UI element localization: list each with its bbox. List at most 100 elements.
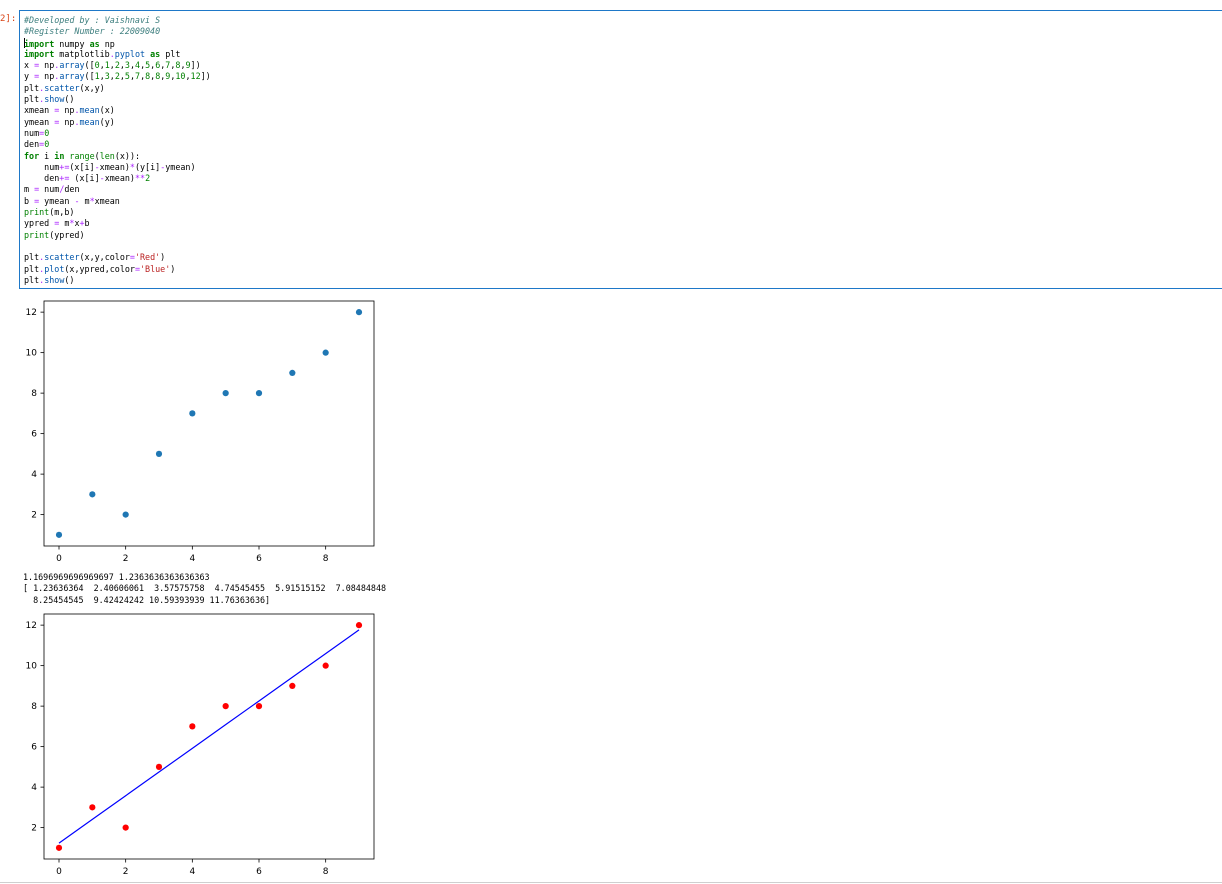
x-tick-label: 8: [323, 554, 329, 564]
code-line: plt.show(): [24, 94, 211, 105]
code-line: ypred = m*x+b: [24, 218, 211, 229]
code-token: 0: [44, 127, 50, 138]
code-token: .: [39, 274, 45, 285]
print-output: 1.1696969696969697 1.2363636363636363 [ …: [23, 572, 387, 605]
code-token: =: [34, 184, 40, 195]
code-token: matplotlib: [54, 48, 110, 59]
x-tick-label: 2: [123, 867, 129, 877]
code-token: ,: [180, 60, 186, 71]
code-token: .: [54, 71, 60, 82]
code-line: #Register Number : 22009040: [24, 26, 211, 37]
code-token: ,: [119, 71, 125, 82]
data-point: [189, 410, 196, 417]
code-token: import: [24, 48, 55, 59]
code-token: =: [39, 139, 45, 150]
x-tick-label: 2: [123, 554, 129, 564]
code-line: num+=(x[i]-xmean)*(y[i]-ymean): [24, 162, 211, 173]
code-token: ,: [119, 60, 125, 71]
code-token: =: [34, 71, 40, 82]
code-editor[interactable]: #Developed by : Vaishnavi S #Register Num…: [24, 15, 211, 286]
code-token: 2: [114, 71, 120, 82]
code-token: numpy: [54, 38, 90, 49]
code-token: ,: [150, 60, 156, 71]
code-token: ,: [140, 60, 146, 71]
regression-line: [58, 629, 360, 844]
plot-frame: [43, 300, 375, 547]
code-token: array: [59, 60, 85, 71]
code-token: ): [170, 263, 176, 274]
data-point: [55, 531, 63, 538]
code-token: =: [34, 195, 40, 206]
code-token: .: [109, 48, 115, 59]
code-token: print: [24, 207, 50, 218]
code-token: ,: [150, 71, 156, 82]
data-point: [89, 491, 96, 498]
data-point: [222, 390, 229, 397]
code-token: (x[i]: [69, 161, 95, 172]
code-token: (x[i]: [69, 173, 100, 184]
code-token: (x,y,color: [79, 252, 130, 263]
code-token: .: [39, 82, 45, 93]
data-point: [289, 369, 296, 376]
code-line: b = ymean - m*xmean: [24, 196, 211, 207]
code-token: plt: [160, 48, 181, 59]
y-tick-label: 10: [26, 349, 38, 359]
code-token: (y[i]: [134, 161, 161, 172]
code-token: x: [24, 60, 35, 71]
code-token: 'Blue': [140, 263, 171, 274]
code-token: #Register Number : 22009040: [24, 26, 161, 37]
code-token: 3: [104, 71, 110, 82]
code-line: plt.scatter(x,y,color='Red'): [24, 252, 211, 263]
data-point: [89, 804, 96, 811]
code-line: print(m,b): [24, 207, 211, 218]
data-point: [55, 844, 63, 851]
code-cell[interactable]: #Developed by : Vaishnavi S #Register Num…: [19, 10, 1222, 289]
code-token: 8: [145, 71, 151, 82]
code-line: plt.scatter(x,y): [24, 83, 211, 94]
scatter-plot-svg: 0 2 4 6 8 2 4 6 8 10 12: [26, 300, 375, 564]
code-token: #Developed by : Vaishnavi S: [24, 15, 161, 25]
code-token: y: [24, 71, 35, 82]
code-token: xmean): [99, 161, 130, 172]
code-token: -: [160, 161, 166, 172]
data-point: [122, 824, 129, 831]
code-token: import: [24, 38, 55, 49]
code-line: num=0: [24, 128, 211, 139]
code-line: m = num/den: [24, 184, 211, 195]
code-token: ymean): [165, 161, 196, 172]
code-token: -: [74, 195, 80, 206]
data-point: [222, 703, 229, 710]
code-token: +: [79, 218, 85, 229]
code-token: ,: [109, 71, 115, 82]
code-token: /: [59, 184, 65, 195]
code-token: .: [74, 116, 80, 127]
y-tick-label: 6: [31, 743, 37, 753]
code-token: 0: [44, 139, 50, 150]
code-token: .: [54, 60, 60, 71]
code-token: ]): [200, 71, 211, 82]
y-tick-label: 10: [26, 662, 38, 672]
code-token: m: [79, 195, 90, 206]
code-token: show: [44, 274, 65, 285]
code-token: *: [69, 218, 75, 229]
data-point: [322, 349, 329, 356]
y-tick-label: 8: [31, 702, 37, 712]
code-line: den+= (x[i]-xmean)**2: [24, 173, 211, 184]
code-token: xmean: [24, 105, 55, 116]
code-token: 2: [145, 173, 151, 184]
code-token: mean: [79, 105, 100, 116]
code-line: #Developed by : Vaishnavi S: [24, 15, 211, 26]
regression-plot-svg: 0 2 4 6 8 2 4 6 8 10 12: [26, 613, 375, 877]
code-token: +=: [59, 161, 70, 172]
code-token: =: [39, 127, 45, 138]
code-token: ymean: [39, 195, 75, 206]
code-token: ,: [99, 60, 105, 71]
code-token: den: [64, 184, 80, 195]
code-token: 9: [185, 60, 191, 71]
code-token: +=: [59, 173, 70, 184]
code-token: ,: [140, 71, 146, 82]
x-tick-label: 8: [323, 867, 329, 877]
data-point: [289, 682, 296, 689]
code-token: num: [24, 127, 40, 138]
x-tick-label: 4: [189, 554, 195, 564]
